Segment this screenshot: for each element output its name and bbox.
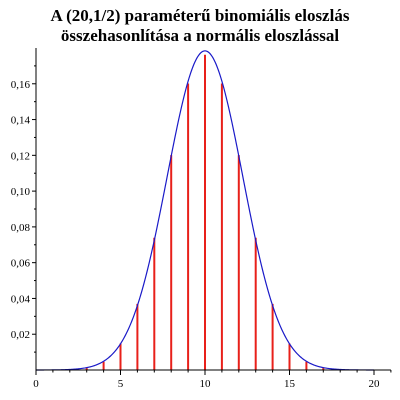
- y-tick-label: 0,02: [11, 329, 30, 341]
- y-tick-label: 0,06: [11, 258, 31, 270]
- x-tick-label: 5: [118, 378, 124, 390]
- x-tick-label: 0: [33, 378, 39, 390]
- y-tick-label: 0,10: [11, 186, 31, 198]
- y-tick-label: 0,08: [11, 222, 31, 234]
- chart-title: A (20,1/2) paraméterű binomiális eloszlá…: [0, 6, 400, 46]
- x-tick-label: 10: [200, 378, 212, 390]
- normal-curve: [35, 50, 375, 371]
- chart-title-line-2: összehasonlítása a normális eloszlással: [60, 26, 340, 45]
- axes-layer: 0 5 10 15 20 0,02 0,04 0,06 0,08 0,10 0,12 0,14 0,16: [11, 48, 392, 390]
- y-tick-label: 0,04: [11, 293, 31, 305]
- y-tick-label: 0,16: [11, 79, 31, 91]
- y-tick-label: 0,12: [11, 150, 30, 162]
- y-tick-label: 0,14: [11, 115, 31, 127]
- chart-title-line-1: A (20,1/2) paraméterű binomiális eloszlá…: [50, 6, 350, 25]
- x-tick-label: 20: [369, 378, 381, 390]
- curve-layer: [35, 50, 375, 371]
- stems-layer: [35, 54, 375, 370]
- x-tick-label: 15: [284, 378, 296, 390]
